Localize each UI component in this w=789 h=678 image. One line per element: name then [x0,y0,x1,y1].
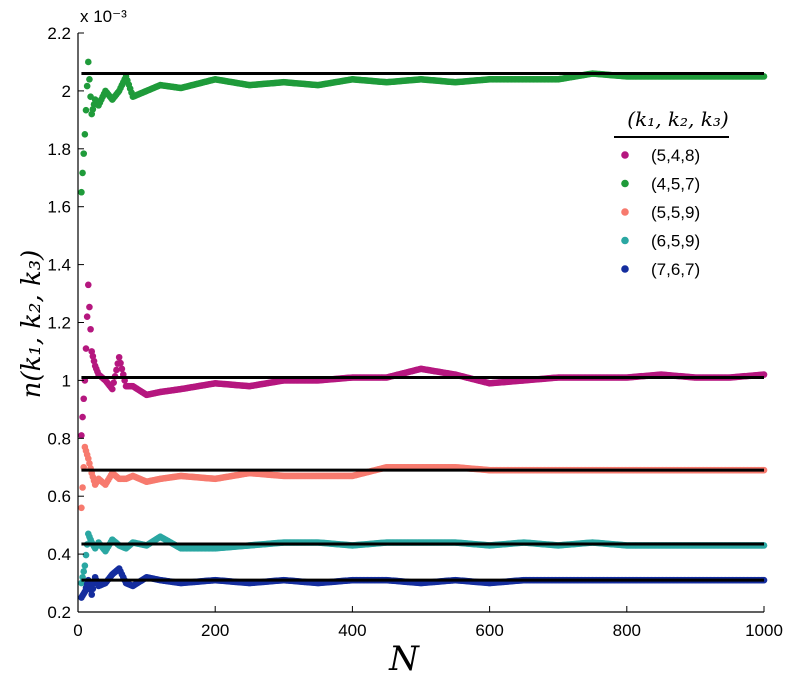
data-point [83,82,91,90]
plot-background [78,33,764,612]
y-tick-label: 0.4 [47,545,71,564]
y-tick-label: 1.4 [47,256,71,275]
legend-label: (6,5,9) [651,232,700,251]
y-tick-label: 0.2 [47,603,71,622]
data-point [110,379,117,387]
data-point [80,395,88,403]
y-tick-label: 1.6 [47,198,71,217]
data-point [81,562,89,569]
legend-item: (7,6,7) [621,260,700,279]
data-point [87,325,94,333]
y-tick-label: 2.2 [47,24,71,43]
legend-label: (5,4,8) [651,146,700,165]
legend-item: (5,5,9) [621,203,700,222]
x-tick-label: 1000 [745,621,783,640]
data-point [82,551,90,559]
data-point [86,76,93,83]
x-tick-label: 200 [201,621,229,640]
data-point [113,366,120,374]
data-point [78,432,85,439]
data-point [78,504,85,512]
data-point [89,585,97,593]
x-tick-label: 800 [613,621,641,640]
data-point [88,591,96,598]
data-point [115,353,123,361]
reference-lines [81,72,764,582]
data-point [79,484,86,491]
y-tick-label: 1 [62,371,71,390]
x-tick-label: 600 [475,621,503,640]
data-point [84,58,92,66]
series-0 [78,281,768,439]
data-point [81,131,89,138]
y-tick-label: 0.8 [47,429,71,448]
data-point [78,188,85,196]
legend-marker [621,236,629,245]
legend-title: (k₁, k₂, k₃) [627,107,728,131]
data-point [84,281,92,289]
legend-marker [621,265,629,273]
data-point [109,385,116,393]
y-tick-label: 2 [62,82,71,101]
x-ticks: 0 200 400 600 800 1000 [73,606,783,640]
data-point [117,359,124,367]
x-tick-label: 400 [338,621,366,640]
data-point [118,365,126,373]
data-point [82,345,90,352]
legend-item: (4,5,7) [621,175,700,194]
plot-area [78,33,768,612]
legend-item: (5,4,8) [621,146,700,165]
y-multiplier: x 10⁻³ [80,7,127,26]
data-point [83,313,91,321]
legend: (k₁, k₂, k₃) (5,4,8) (4,5,7) (5,5,9) (6,5,9… [614,107,729,279]
data-point [80,568,88,575]
legend-label: (5,5,9) [651,203,700,222]
data-point [79,169,86,177]
legend-label: (7,6,7) [651,260,700,279]
y-tick-label: 0.6 [47,487,71,506]
data-point [86,303,93,311]
data-point [80,150,88,157]
y-ticks: 0.2 0.4 0.6 0.8 1 1.2 1.4 1.6 1.8 2 2.2 [47,24,84,622]
legend-item: (6,5,9) [621,232,700,251]
y-tick-label: 1.2 [47,314,71,333]
legend-marker [621,151,629,159]
legend-marker [621,208,629,216]
x-tick-label: 0 [73,621,82,640]
legend-marker [621,179,629,188]
legend-items: (5,4,8) (4,5,7) (5,5,9) (6,5,9) (7,6,7) [621,146,700,279]
data-point [79,413,86,421]
data-point [82,106,90,114]
y-tick-label: 1.8 [47,140,71,159]
x-axis-label: N [388,639,420,678]
legend-label: (4,5,7) [651,175,700,194]
y-axis-label: n(k₁, k₂, k₃) [17,250,47,399]
